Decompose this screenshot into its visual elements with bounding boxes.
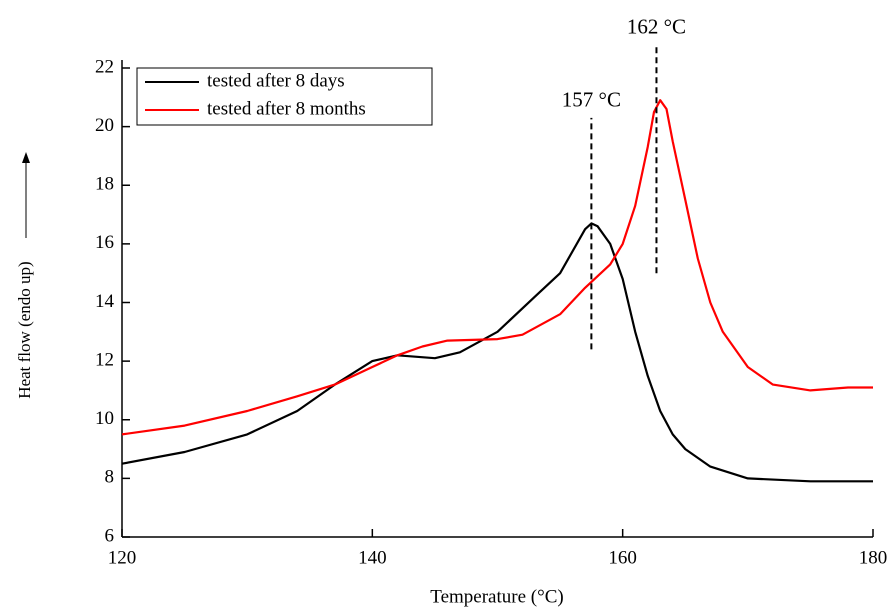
y-label-arrow — [22, 152, 30, 238]
y-tick-label: 16 — [95, 232, 114, 253]
annotation-label: 157 °C — [562, 88, 621, 112]
y-tick-label: 12 — [95, 349, 114, 370]
annotation-label: 162 °C — [627, 14, 686, 38]
x-tick-label: 120 — [108, 547, 137, 568]
y-tick-label: 20 — [95, 115, 114, 136]
y-tick-label: 6 — [105, 525, 115, 546]
x-tick-label: 140 — [358, 547, 387, 568]
data-line — [121, 99, 873, 436]
data-line — [121, 222, 873, 483]
y-tick-label: 8 — [105, 467, 115, 488]
x-tick-label: 160 — [608, 547, 637, 568]
legend-label: tested after 8 months — [207, 98, 366, 119]
y-tick-label: 14 — [95, 291, 115, 312]
y-tick-label: 10 — [95, 408, 114, 429]
legend-box — [136, 67, 433, 126]
x-axis-label: Temperature (°C) — [430, 586, 563, 607]
x-tick-label: 180 — [859, 547, 888, 568]
y-tick-label: 18 — [95, 174, 114, 195]
y-tick-label: 22 — [95, 56, 114, 77]
y-axis-label: Heat flow (endo up) — [15, 261, 34, 398]
legend-label: tested after 8 days — [207, 70, 345, 91]
